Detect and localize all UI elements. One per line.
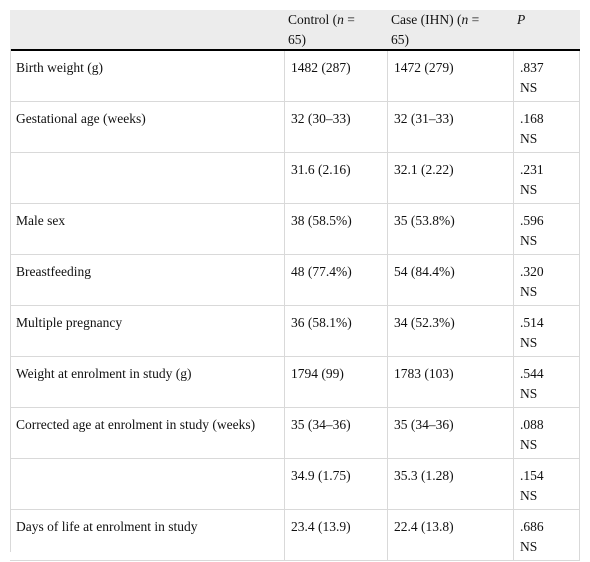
row-label: Days of life at enrolment in study xyxy=(16,519,198,534)
p-number: .596 xyxy=(520,213,544,228)
p-number: .231 xyxy=(520,162,544,177)
significance-label: NS xyxy=(520,284,538,299)
significance-label: NS xyxy=(520,131,538,146)
p-number: .837 xyxy=(520,60,544,75)
control-value: 23.4 (13.9) xyxy=(284,510,387,560)
table-row: Birth weight (g) 1482 (287) 1472 (279) .837… xyxy=(10,51,580,102)
row-label: Male sex xyxy=(16,213,66,228)
case-value: 32.1 (2.22) xyxy=(387,153,513,203)
table-row: 34.9 (1.75) 35.3 (1.28) .154 NS xyxy=(10,459,580,510)
table-row: Corrected age at enrolment in study (wee… xyxy=(10,408,580,459)
p-value: .154 NS xyxy=(513,459,580,509)
p-number: .154 xyxy=(520,468,544,483)
control-value: 34.9 (1.75) xyxy=(284,459,387,509)
row-label: Birth weight (g) xyxy=(16,60,103,75)
case-value: 54 (84.4%) xyxy=(387,255,513,305)
significance-label: NS xyxy=(520,80,538,95)
row-label: Weight at enrolment in study (g) xyxy=(16,366,192,381)
case-value: 1783 (103) xyxy=(387,357,513,407)
control-value: 48 (77.4%) xyxy=(284,255,387,305)
table-row: Days of life at enrolment in study 23.4 (… xyxy=(10,510,580,561)
p-number: .168 xyxy=(520,111,544,126)
significance-label: NS xyxy=(520,386,538,401)
control-value: 1482 (287) xyxy=(284,51,387,101)
significance-label: NS xyxy=(520,335,538,350)
table-row: Male sex 38 (58.5%) 35 (53.8%) .596 NS xyxy=(10,204,580,255)
control-value: 32 (30–33) xyxy=(284,102,387,152)
table-row: 31.6 (2.16) 32.1 (2.22) .231 NS xyxy=(10,153,580,204)
significance-label: NS xyxy=(520,539,538,554)
significance-label: NS xyxy=(520,437,538,452)
row-label xyxy=(10,459,284,509)
p-value: .231 NS xyxy=(513,153,580,203)
row-label: Gestational age (weeks) xyxy=(16,111,146,126)
table-left-border xyxy=(10,49,11,552)
table-row: Breastfeeding 48 (77.4%) 54 (84.4%) .320 NS xyxy=(10,255,580,306)
table-row: Gestational age (weeks) 32 (30–33) 32 (31–… xyxy=(10,102,580,153)
header-p: P xyxy=(517,12,526,27)
p-value: .544 NS xyxy=(513,357,580,407)
case-value: 34 (52.3%) xyxy=(387,306,513,356)
case-value: 35 (53.8%) xyxy=(387,204,513,254)
row-label: Breastfeeding xyxy=(16,264,91,279)
p-number: .088 xyxy=(520,417,544,432)
significance-label: NS xyxy=(520,182,538,197)
control-value: 31.6 (2.16) xyxy=(284,153,387,203)
row-label xyxy=(10,153,284,203)
table-row: Weight at enrolment in study (g) 1794 (99… xyxy=(10,357,580,408)
significance-label: NS xyxy=(520,488,538,503)
data-table: Control (n = 65) Case (IHN) (n = 65) P Bir… xyxy=(10,10,580,561)
p-value: .088 NS xyxy=(513,408,580,458)
header-case: Case (IHN) (n = 65) xyxy=(391,12,480,47)
p-number: .514 xyxy=(520,315,544,330)
p-value: .686 NS xyxy=(513,510,580,560)
header-control: Control (n = 65) xyxy=(288,12,355,47)
case-value: 35.3 (1.28) xyxy=(387,459,513,509)
table-row: Multiple pregnancy 36 (58.1%) 34 (52.3%) .5… xyxy=(10,306,580,357)
p-number: .544 xyxy=(520,366,544,381)
row-label: Corrected age at enrolment in study (wee… xyxy=(16,417,256,432)
table-header: Control (n = 65) Case (IHN) (n = 65) P xyxy=(10,10,580,51)
case-value: 1472 (279) xyxy=(387,51,513,101)
p-value: .320 NS xyxy=(513,255,580,305)
case-value: 32 (31–33) xyxy=(387,102,513,152)
control-value: 36 (58.1%) xyxy=(284,306,387,356)
significance-label: NS xyxy=(520,233,538,248)
p-value: .168 NS xyxy=(513,102,580,152)
row-label: Multiple pregnancy xyxy=(16,315,123,330)
p-value: .596 NS xyxy=(513,204,580,254)
control-value: 38 (58.5%) xyxy=(284,204,387,254)
control-value: 1794 (99) xyxy=(284,357,387,407)
p-number: .686 xyxy=(520,519,544,534)
case-value: 35 (34–36) xyxy=(387,408,513,458)
p-value: .837 NS xyxy=(513,51,580,101)
p-number: .320 xyxy=(520,264,544,279)
control-value: 35 (34–36) xyxy=(284,408,387,458)
case-value: 22.4 (13.8) xyxy=(387,510,513,560)
p-value: .514 NS xyxy=(513,306,580,356)
